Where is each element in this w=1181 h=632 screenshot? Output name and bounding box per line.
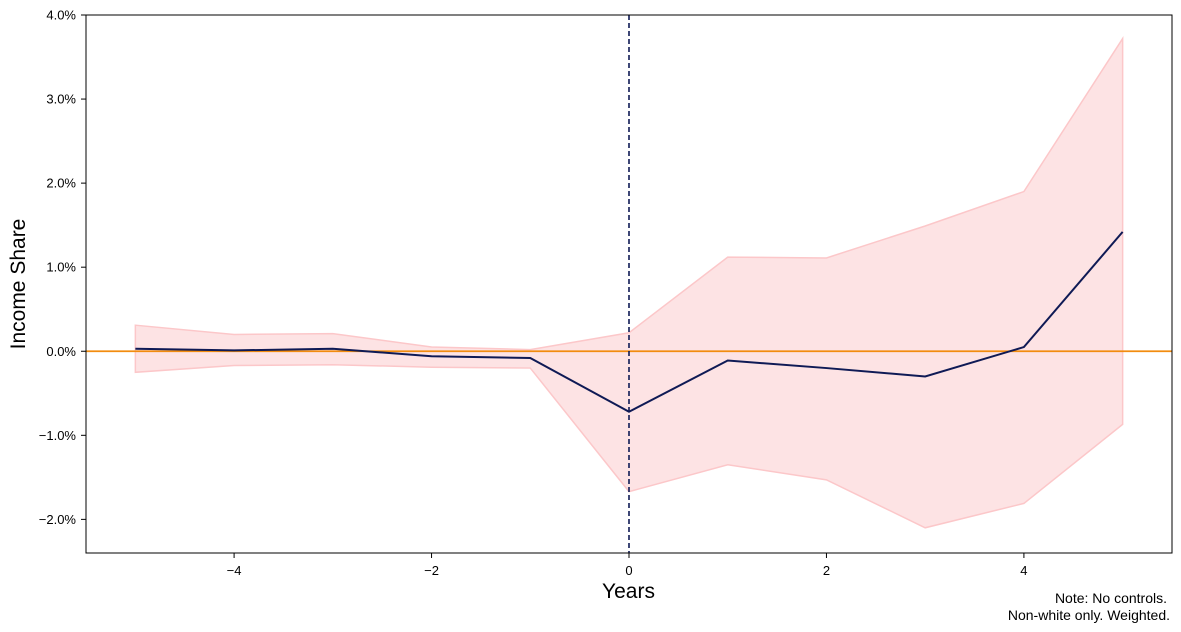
y-tick-label: 0.0% [46,344,76,359]
note-line-1: Note: No controls. [1055,590,1167,606]
series-line-layer [135,231,1124,413]
y-tick-label: 4.0% [46,8,76,23]
y-tick-label: 1.0% [46,260,76,275]
y-tick-label: 3.0% [46,92,76,107]
estimate-line [135,231,1124,413]
reference-lines-layer [86,15,1172,553]
x-tick-label: 2 [823,563,830,578]
y-ticks-layer: −2.0% −1.0% 0.0% 1.0% 2.0% 3.0% 4.0% [39,8,86,527]
y-axis-title: Income Share [7,219,30,350]
x-tick-label: −4 [227,563,242,578]
x-axis-title: Years [602,580,655,603]
y-tick-label: 2.0% [46,176,76,191]
confidence-band-layer [134,35,1124,529]
confidence-band [134,35,1124,529]
x-tick-label: −2 [424,563,439,578]
x-ticks-layer: −4 −2 0 2 4 [227,553,1028,578]
note-line-2: Non-white only. Weighted. [1008,607,1170,623]
x-tick-label: 4 [1020,563,1027,578]
y-tick-label: −1.0% [39,428,77,443]
y-tick-label: −2.0% [39,512,77,527]
x-tick-label: 0 [625,563,632,578]
